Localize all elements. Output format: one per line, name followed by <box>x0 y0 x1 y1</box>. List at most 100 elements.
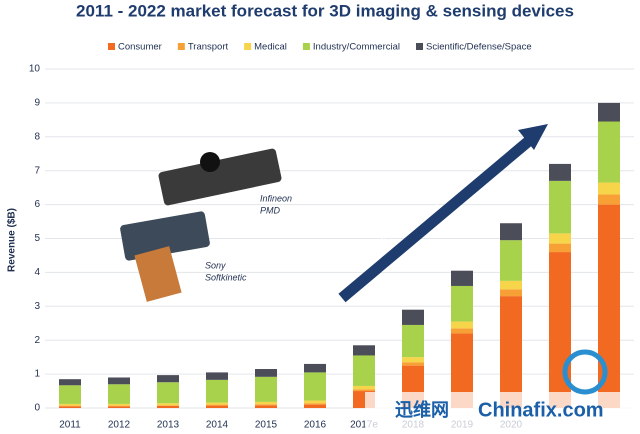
bar-segment <box>108 403 130 406</box>
bar-segment <box>500 289 522 297</box>
bar-segment <box>206 402 228 405</box>
bar-segment <box>500 240 522 281</box>
bar-segment <box>549 233 571 244</box>
legend-label: Transport <box>188 42 229 53</box>
bar-segment <box>157 405 179 408</box>
bar-segment <box>255 404 277 406</box>
bar-segment <box>353 345 375 356</box>
y-tick-label: 1 <box>34 369 40 380</box>
y-axis-label: Revenue ($B) <box>7 208 18 272</box>
watermark-logo <box>562 349 608 395</box>
bar-segment <box>500 223 522 241</box>
y-tick-label: 6 <box>34 199 40 210</box>
legend-swatch <box>177 43 185 50</box>
bar-segment <box>157 403 179 406</box>
legend-label: Scientific/Defense/Space <box>426 42 532 53</box>
bar-segment <box>157 382 179 404</box>
y-tick-label: 4 <box>34 267 40 278</box>
watermark: Chinafix.com <box>478 399 604 421</box>
bar-segment <box>206 404 228 406</box>
bar-segment <box>500 280 522 290</box>
arrow-shaft <box>338 135 534 303</box>
bar-segment <box>402 362 424 366</box>
bar-segment <box>451 270 473 286</box>
bar-segment <box>255 401 277 405</box>
bar-segment <box>549 163 571 181</box>
bar-segment <box>206 379 228 403</box>
y-tick-label: 9 <box>34 98 40 109</box>
legend-swatch <box>244 43 252 50</box>
lens <box>200 152 220 172</box>
legend-label: Consumer <box>118 42 162 53</box>
bar-segment <box>451 285 473 322</box>
bar-segment <box>353 389 375 392</box>
bar-segment <box>598 182 620 195</box>
y-tick-label: 2 <box>34 335 40 346</box>
legend-label: Industry/Commercial <box>313 42 400 53</box>
bar-segment <box>108 406 130 408</box>
arrow-head <box>518 124 548 150</box>
watermark-bg <box>365 392 640 432</box>
bar-segment <box>59 403 81 406</box>
bar-segment <box>255 369 277 377</box>
bar-segment <box>402 309 424 325</box>
bar-segment <box>598 204 620 408</box>
bar-segment <box>108 384 130 404</box>
bar-segment <box>598 121 620 183</box>
y-tick-label: 0 <box>34 403 40 414</box>
x-tick-label: 2011 <box>59 420 81 431</box>
bar-segment <box>59 405 81 407</box>
bar-segment <box>304 403 326 405</box>
bar-segment <box>59 379 81 386</box>
bar-segment <box>549 180 571 234</box>
bar-segment <box>451 328 473 334</box>
y-tick-label: 10 <box>29 64 41 75</box>
y-tick-label: 8 <box>34 131 40 142</box>
legend-swatch <box>416 43 423 50</box>
annotation: Softkinetic <box>205 272 247 282</box>
flex-cable <box>134 246 182 302</box>
x-tick-label: 2017e <box>350 420 378 431</box>
bar-segment <box>59 406 81 408</box>
bar-segment <box>255 376 277 402</box>
x-tick-label: 2012 <box>108 420 131 431</box>
bar-segment <box>304 400 326 404</box>
y-tick-label: 7 <box>34 165 40 176</box>
bar-segment <box>108 377 130 385</box>
bar-segment <box>402 324 424 358</box>
bar-segment <box>451 321 473 329</box>
x-tick-label: 2015 <box>255 420 278 431</box>
x-tick-label: 2016 <box>304 420 327 431</box>
legend-swatch <box>108 43 115 50</box>
bar-segment <box>402 357 424 363</box>
bar-segment <box>451 333 473 408</box>
y-tick-label: 3 <box>34 301 40 312</box>
sony-module <box>120 211 210 261</box>
annotation: Infineon <box>260 193 292 203</box>
annotation: PMD <box>260 205 281 215</box>
bar-segment <box>598 194 620 205</box>
annotation: Sony <box>205 260 226 270</box>
bar-segment <box>108 405 130 407</box>
bar-segment <box>598 102 620 122</box>
trend-arrow <box>338 124 548 303</box>
bar-segment <box>255 405 277 408</box>
bar-segment <box>304 404 326 408</box>
bar-segment <box>304 372 326 401</box>
watermark: 迅维网 <box>395 399 449 420</box>
bar-segment <box>353 385 375 390</box>
bar-segment <box>59 385 81 404</box>
legend-swatch <box>302 43 310 50</box>
chart-title: 2011 - 2022 market forecast for 3D imagi… <box>76 1 574 20</box>
bar-segment <box>206 405 228 408</box>
bar-segment <box>304 363 326 373</box>
x-tick-label: 2014 <box>206 420 229 431</box>
legend-label: Medical <box>254 42 287 53</box>
bar-segment <box>157 375 179 383</box>
bar-segment <box>500 296 522 408</box>
device-photos <box>120 148 282 302</box>
bar-segment <box>157 405 179 406</box>
bar-segment <box>353 355 375 386</box>
bar-segment <box>549 243 571 253</box>
